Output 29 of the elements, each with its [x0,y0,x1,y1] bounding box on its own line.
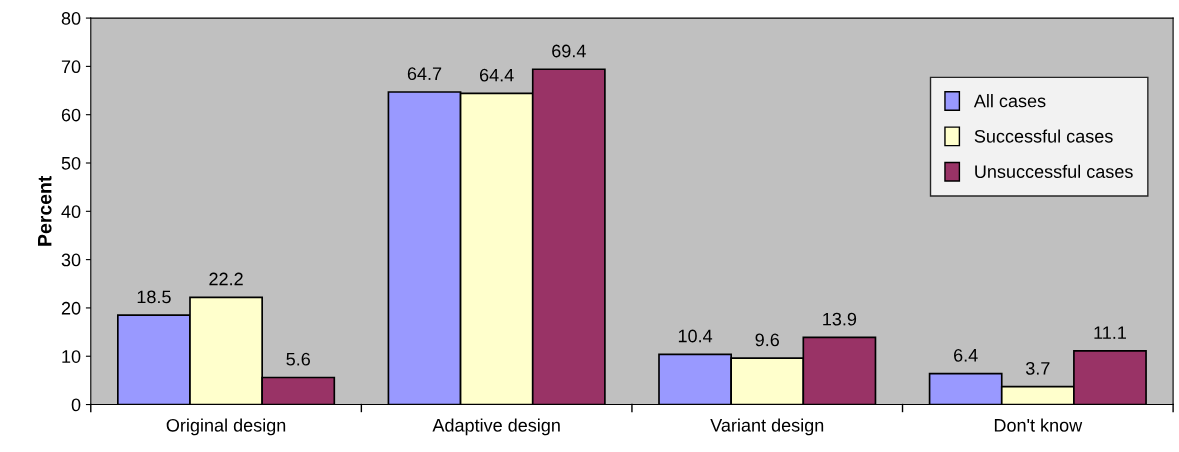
data-label: 64.7 [407,67,442,81]
data-label: 11.1 [1094,326,1126,339]
x-tick-label: Adaptive design [432,418,560,436]
data-label: 6.4 [954,348,978,362]
data-label: 22.2 [209,272,243,286]
data-label: 69.4 [552,44,586,58]
y-tick-label: 30 [61,253,81,267]
y-tick-label: 60 [61,108,81,122]
y-tick-label: 70 [61,60,81,74]
data-label: 64.4 [480,68,514,82]
x-tick-label: Don't know [994,418,1083,432]
data-label: 10.4 [678,329,713,343]
y-tick-label: 20 [61,301,81,315]
y-tick-label: 50 [61,156,81,170]
legend-label: Unsuccessful cases [975,164,1133,178]
data-label: 9.6 [755,333,779,347]
x-tick-label: Original design [166,418,286,436]
y-tick-label: 10 [62,350,81,363]
legend-label: Successful cases [974,129,1113,143]
y-axis-title: Percent [38,175,52,246]
data-label: 5.6 [286,352,310,366]
data-label: 18.5 [137,290,171,304]
data-label: 13.9 [823,312,857,326]
y-tick-label: 40 [61,205,81,219]
y-tick-label: 0 [71,398,81,412]
data-label: 3.7 [1025,361,1050,375]
y-tick-label: 80 [61,12,81,25]
legend-label: All cases [973,94,1046,108]
x-tick-label: Variant design [710,418,824,436]
